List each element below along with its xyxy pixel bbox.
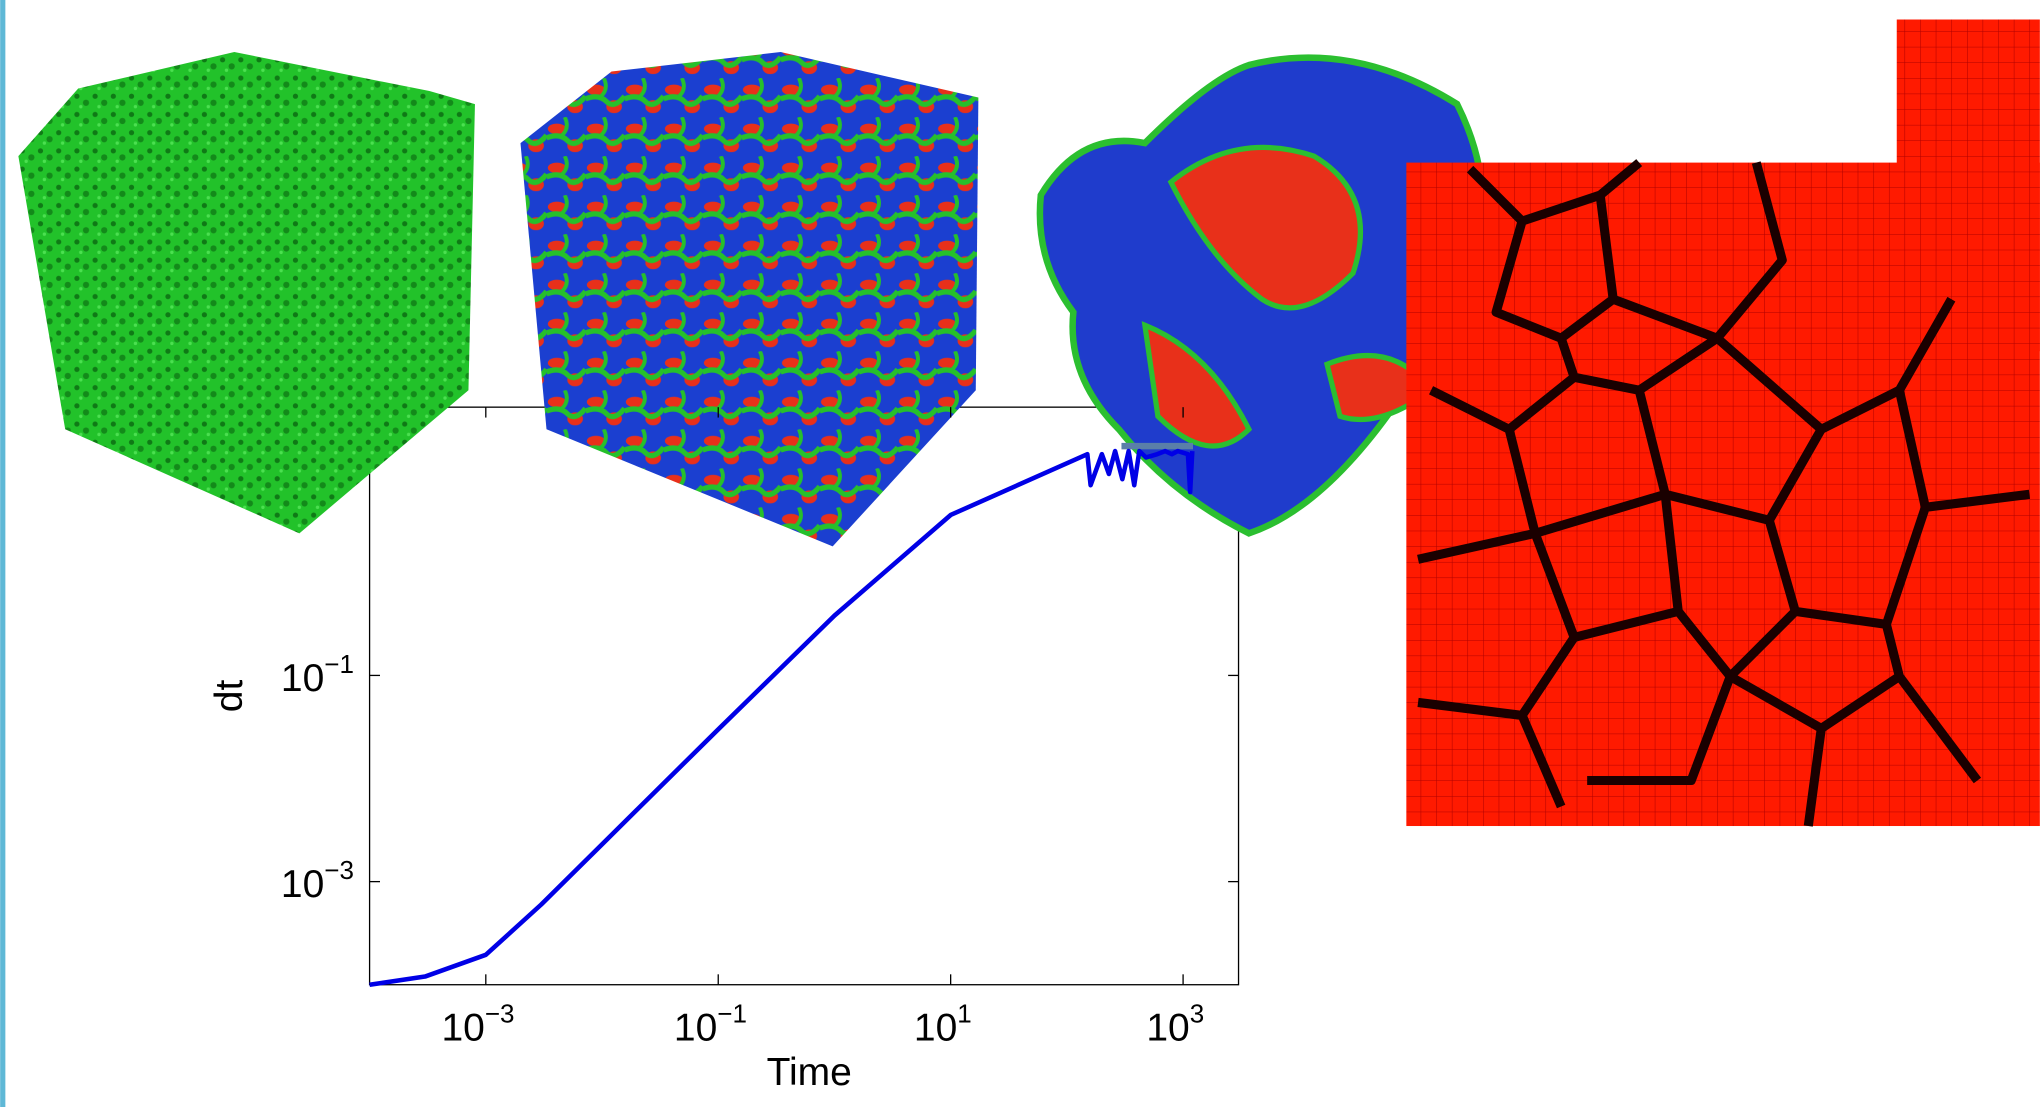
- data-line: [369, 448, 1195, 987]
- x-tick-label: 10−3: [441, 998, 514, 1049]
- y-axis-label: dt: [208, 680, 251, 713]
- grain-boundaries: [1417, 159, 2031, 827]
- x-axis-label: Time: [767, 1051, 852, 1094]
- phase-cube: [520, 52, 979, 547]
- x-tick-label: 101: [914, 998, 972, 1049]
- y-tick-label: 10−3: [281, 855, 354, 906]
- y-tick-label: 10−1: [281, 649, 354, 700]
- decorative-images: [18, 19, 2040, 827]
- left-strip: [0, 0, 6, 1107]
- green-cube: [18, 52, 475, 534]
- mesh-panel: [1406, 162, 2040, 827]
- x-tick-label: 103: [1146, 998, 1204, 1049]
- x-tick-label: 10−1: [674, 998, 747, 1049]
